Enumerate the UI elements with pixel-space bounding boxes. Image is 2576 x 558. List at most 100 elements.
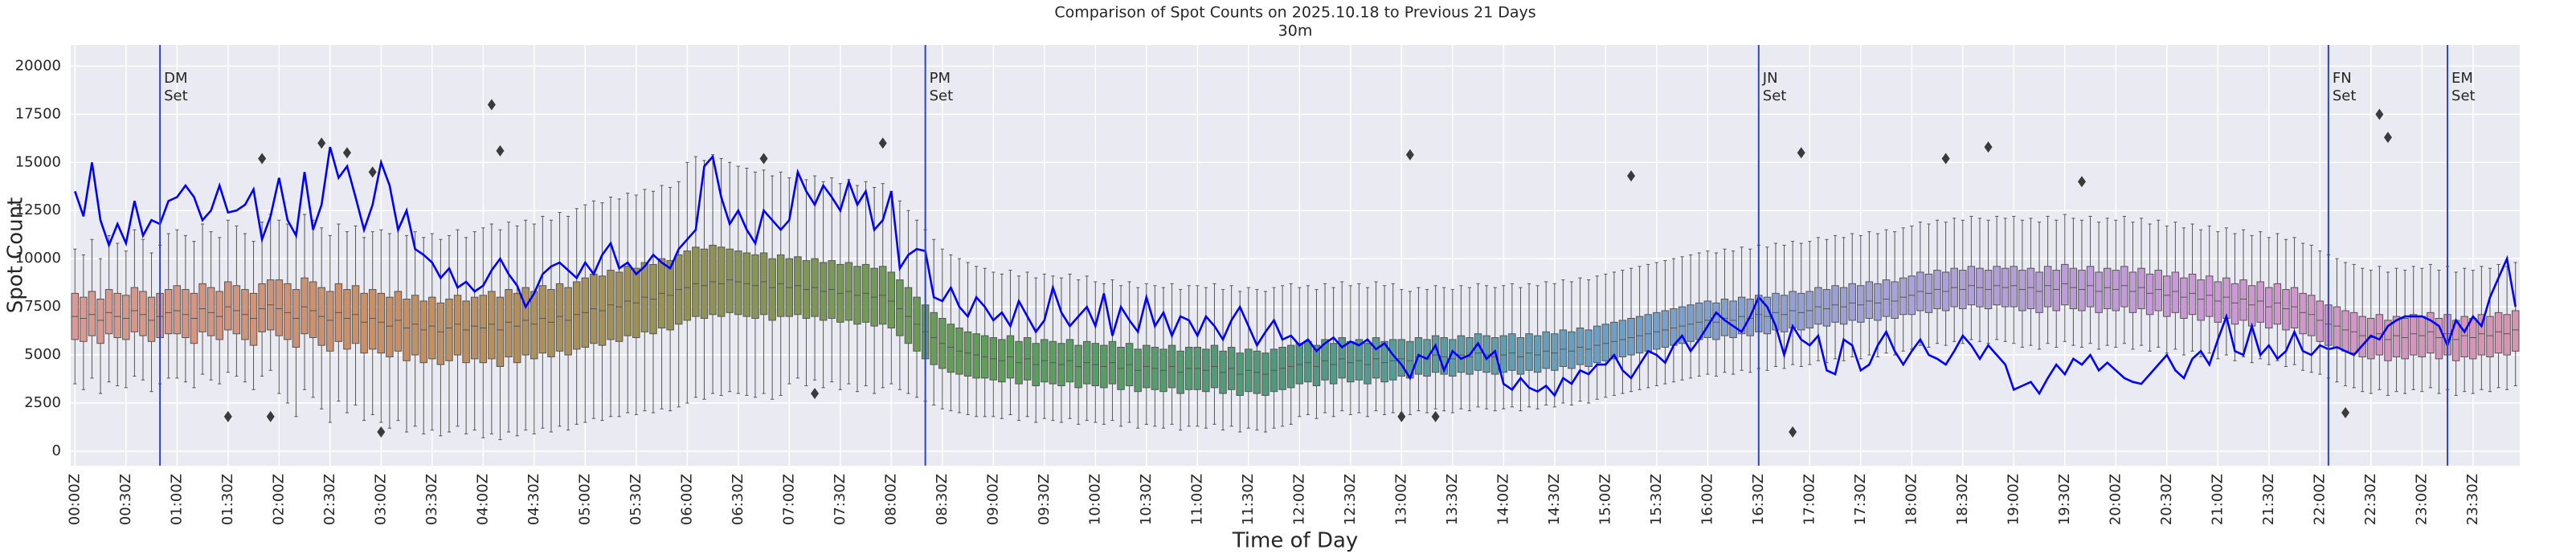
x-tick-label: 03:30Z bbox=[423, 474, 440, 525]
outlier bbox=[1941, 153, 1950, 165]
box bbox=[1627, 318, 1635, 356]
box bbox=[453, 295, 462, 356]
box bbox=[2026, 267, 2035, 310]
event-label: EM bbox=[2451, 70, 2473, 87]
box bbox=[496, 296, 505, 367]
box bbox=[2409, 314, 2418, 356]
box bbox=[2103, 267, 2112, 310]
box bbox=[1440, 337, 1448, 375]
box bbox=[726, 248, 734, 313]
x-tick-label: 11:30Z bbox=[1240, 474, 1257, 525]
box bbox=[1321, 339, 1329, 381]
box bbox=[2154, 270, 2162, 312]
event-label: FN bbox=[2333, 70, 2352, 87]
box bbox=[2316, 300, 2325, 342]
x-tick-label: 11:00Z bbox=[1188, 474, 1205, 525]
box bbox=[2052, 270, 2060, 312]
box bbox=[488, 291, 496, 360]
box bbox=[1797, 292, 1805, 331]
x-tick-label: 06:30Z bbox=[730, 474, 746, 525]
x-tick-label: 02:30Z bbox=[321, 474, 338, 525]
box bbox=[1729, 300, 1737, 339]
x-tick-label: 04:30Z bbox=[525, 474, 542, 525]
box bbox=[564, 287, 572, 356]
box bbox=[1355, 339, 1364, 381]
x-tick-label: 00:00Z bbox=[66, 474, 83, 525]
x-tick-label: 07:00Z bbox=[780, 474, 797, 525]
x-tick-label: 17:00Z bbox=[1801, 474, 1818, 525]
box bbox=[2290, 287, 2299, 329]
box bbox=[1295, 343, 1304, 385]
box bbox=[1347, 340, 1355, 383]
event-label: Set bbox=[164, 88, 188, 104]
box bbox=[2282, 289, 2290, 331]
plot-background bbox=[71, 45, 2520, 466]
x-tick-label: 01:30Z bbox=[219, 474, 236, 525]
box bbox=[1857, 285, 1865, 323]
box bbox=[1610, 321, 1618, 360]
box bbox=[1712, 302, 1720, 340]
box bbox=[2069, 267, 2078, 310]
box bbox=[445, 299, 453, 361]
box bbox=[1780, 295, 1789, 332]
y-tick-label: 17500 bbox=[15, 105, 61, 122]
x-tick-label: 09:00Z bbox=[984, 474, 1001, 525]
y-tick-label: 15000 bbox=[15, 153, 61, 170]
box bbox=[904, 287, 913, 344]
box bbox=[403, 299, 411, 361]
box bbox=[555, 283, 564, 352]
x-tick-label: 09:30Z bbox=[1036, 474, 1053, 525]
box bbox=[428, 296, 436, 360]
box bbox=[538, 285, 547, 354]
box bbox=[1490, 337, 1499, 375]
box bbox=[2035, 271, 2043, 313]
x-tick-label: 22:00Z bbox=[2311, 474, 2328, 525]
outlier bbox=[1789, 426, 1797, 438]
box bbox=[249, 292, 258, 346]
box bbox=[1618, 320, 1627, 358]
box bbox=[1661, 310, 1670, 348]
y-tick-label: 0 bbox=[52, 442, 61, 459]
x-tick-label: 05:00Z bbox=[576, 474, 593, 525]
box bbox=[1848, 283, 1856, 321]
outlier bbox=[2077, 176, 2086, 188]
x-tick-label: 10:30Z bbox=[1138, 474, 1155, 525]
box bbox=[2392, 316, 2401, 358]
box bbox=[1516, 337, 1525, 375]
box bbox=[2078, 270, 2086, 312]
box bbox=[1372, 337, 1380, 379]
box bbox=[436, 302, 445, 365]
box bbox=[284, 283, 292, 340]
box bbox=[2469, 318, 2477, 360]
x-tick-label: 23:30Z bbox=[2464, 474, 2481, 525]
box bbox=[2511, 310, 2520, 352]
outlier bbox=[878, 137, 887, 149]
box bbox=[173, 285, 182, 335]
x-tick-label: 08:00Z bbox=[882, 474, 899, 525]
box bbox=[164, 289, 173, 335]
box bbox=[232, 285, 241, 335]
box bbox=[2128, 271, 2137, 313]
box bbox=[2145, 273, 2154, 316]
x-tick-label: 08:30Z bbox=[934, 474, 951, 525]
box bbox=[1789, 291, 1797, 329]
box bbox=[2256, 281, 2264, 323]
x-tick-label: 06:00Z bbox=[678, 474, 695, 525]
box bbox=[2095, 271, 2103, 313]
box bbox=[1559, 329, 1568, 367]
outlier bbox=[1627, 170, 1636, 182]
box bbox=[139, 291, 147, 336]
box bbox=[1364, 343, 1372, 385]
event-label: PM bbox=[930, 70, 951, 87]
box bbox=[1304, 340, 1312, 383]
box bbox=[343, 289, 351, 350]
box bbox=[2307, 295, 2316, 336]
outlier bbox=[487, 99, 496, 111]
box bbox=[1551, 333, 1559, 371]
box bbox=[2112, 270, 2120, 312]
x-tick-label: 17:30Z bbox=[1852, 474, 1869, 525]
box bbox=[972, 333, 980, 379]
box bbox=[2010, 266, 2018, 308]
box bbox=[768, 258, 776, 321]
x-tick-label: 18:00Z bbox=[1903, 474, 1920, 525]
